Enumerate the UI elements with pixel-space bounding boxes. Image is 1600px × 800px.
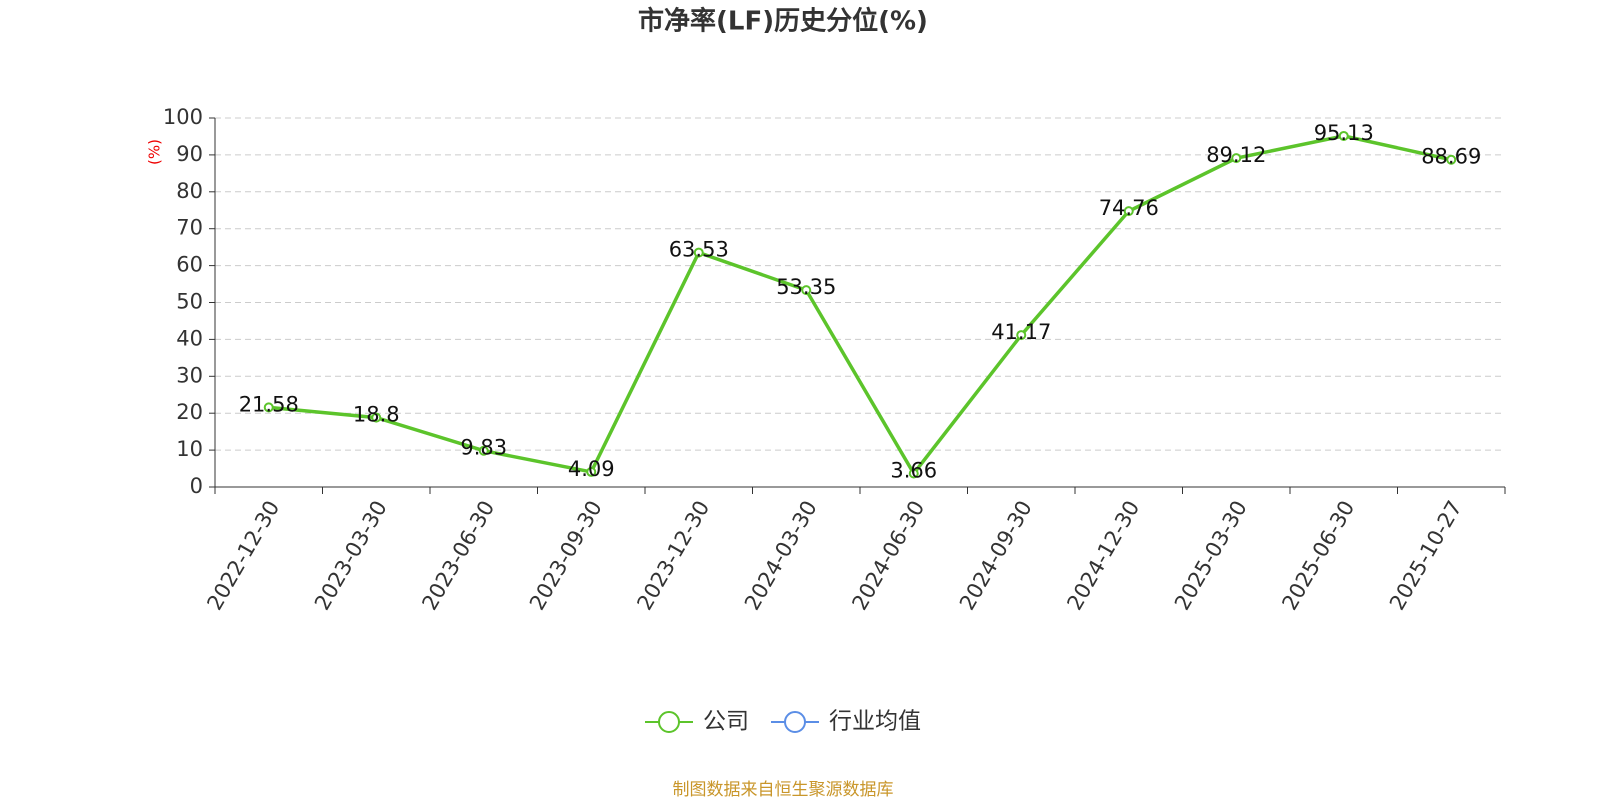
- data-label: 88.69: [1421, 145, 1481, 169]
- x-tick-label: 2025-06-30: [1277, 497, 1359, 615]
- data-label: 89.12: [1206, 143, 1266, 167]
- y-tick-label: 50: [176, 290, 203, 314]
- x-tick-label: 2022-12-30: [202, 497, 284, 615]
- y-tick-label: 30: [176, 363, 203, 387]
- data-label: 63.53: [669, 238, 729, 262]
- x-tick-label: 2025-03-30: [1170, 497, 1252, 615]
- source-note: 制图数据来自恒生聚源数据库: [673, 780, 894, 800]
- y-tick-label: 10: [176, 437, 203, 461]
- y-tick-label: 80: [176, 179, 203, 203]
- x-tick-label: 2023-03-30: [310, 497, 392, 615]
- data-label: 9.83: [460, 436, 507, 460]
- y-tick-label: 40: [176, 326, 203, 350]
- data-point: [693, 247, 704, 258]
- x-tick-label: 2024-03-30: [740, 497, 822, 615]
- legend-label: 行业均值: [829, 709, 921, 735]
- legend-icon: [658, 711, 680, 733]
- data-label: 41.17: [991, 320, 1051, 344]
- data-label: 53.35: [776, 275, 836, 299]
- data-label: 21.58: [239, 392, 299, 416]
- y-tick-label: 100: [163, 105, 203, 129]
- data-point: [263, 402, 274, 413]
- legend-label: 公司: [703, 709, 749, 735]
- data-point: [478, 445, 489, 456]
- data-point: [1231, 153, 1242, 164]
- x-tick-label: 2025-10-27: [1385, 497, 1467, 615]
- data-point: [801, 285, 812, 296]
- data-point: [586, 466, 597, 477]
- y-tick-label: 70: [176, 216, 203, 240]
- y-tick-label: 60: [176, 253, 203, 277]
- series-line: [268, 134, 1452, 477]
- data-label: 3.66: [890, 458, 937, 482]
- data-label: 18.8: [353, 403, 400, 427]
- data-label: 95.13: [1314, 121, 1374, 145]
- x-tick-label: 2024-06-30: [847, 497, 929, 615]
- y-axis-label: (%): [146, 139, 164, 165]
- data-point: [1123, 206, 1134, 217]
- x-tick-label: 2023-12-30: [632, 497, 714, 615]
- data-label: 4.09: [568, 457, 615, 481]
- y-tick-label: 20: [176, 400, 203, 424]
- x-tick-label: 2023-06-30: [417, 497, 499, 615]
- y-tick-label: 90: [176, 142, 203, 166]
- data-point: [1338, 130, 1349, 141]
- x-tick-label: 2024-12-30: [1062, 497, 1144, 615]
- data-point: [371, 412, 382, 423]
- y-tick-label: 0: [190, 474, 203, 498]
- data-point: [1446, 154, 1457, 165]
- data-point: [1016, 330, 1027, 341]
- data-label: 74.76: [1099, 196, 1159, 220]
- x-tick-label: 2024-09-30: [955, 497, 1037, 615]
- x-tick-label: 2023-09-30: [525, 497, 607, 615]
- legend-icon: [784, 711, 806, 733]
- data-point: [908, 468, 919, 479]
- chart-title: 市净率(LF)历史分位(%): [638, 6, 928, 37]
